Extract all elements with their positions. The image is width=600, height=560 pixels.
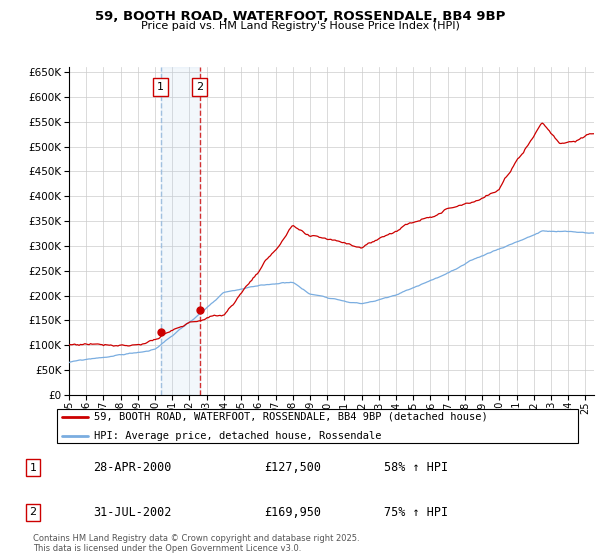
Text: £169,950: £169,950 [264, 506, 321, 519]
Text: 2: 2 [196, 82, 203, 92]
Text: £127,500: £127,500 [264, 461, 321, 474]
FancyBboxPatch shape [56, 409, 578, 444]
Text: 59, BOOTH ROAD, WATERFOOT, ROSSENDALE, BB4 9BP: 59, BOOTH ROAD, WATERFOOT, ROSSENDALE, B… [95, 10, 505, 23]
Text: Price paid vs. HM Land Registry's House Price Index (HPI): Price paid vs. HM Land Registry's House … [140, 21, 460, 31]
Text: 28-APR-2000: 28-APR-2000 [93, 461, 172, 474]
Text: 2: 2 [29, 507, 37, 517]
Text: 59, BOOTH ROAD, WATERFOOT, ROSSENDALE, BB4 9BP (detached house): 59, BOOTH ROAD, WATERFOOT, ROSSENDALE, B… [94, 412, 487, 422]
Text: Contains HM Land Registry data © Crown copyright and database right 2025.
This d: Contains HM Land Registry data © Crown c… [33, 534, 359, 553]
Text: HPI: Average price, detached house, Rossendale: HPI: Average price, detached house, Ross… [94, 431, 381, 441]
Text: 1: 1 [157, 82, 164, 92]
Text: 1: 1 [29, 463, 37, 473]
Text: 58% ↑ HPI: 58% ↑ HPI [384, 461, 448, 474]
Bar [161, 67, 200, 395]
Text: 75% ↑ HPI: 75% ↑ HPI [384, 506, 448, 519]
Text: 31-JUL-2002: 31-JUL-2002 [93, 506, 172, 519]
